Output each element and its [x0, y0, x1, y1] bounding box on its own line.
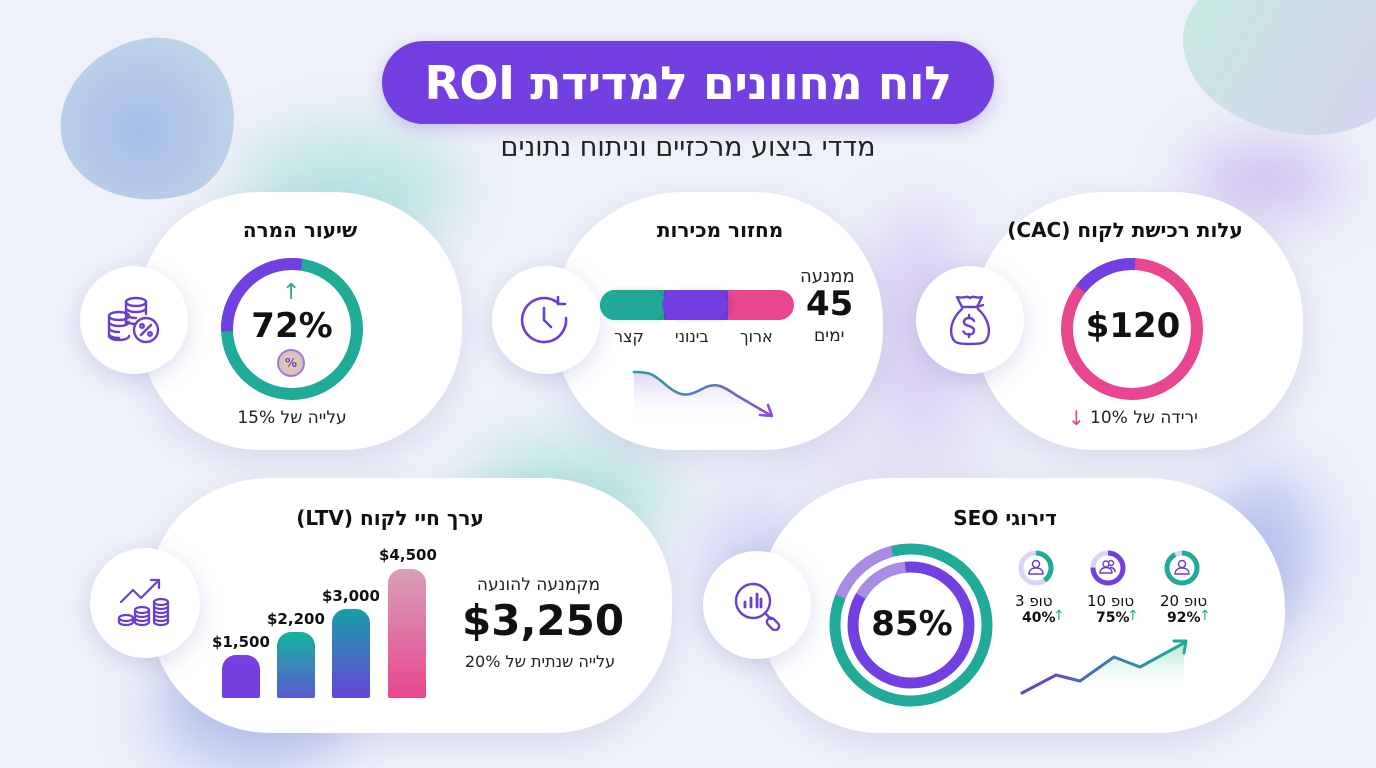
- ltv-bar-1: [222, 655, 260, 698]
- sales-cycle-icon-bubble: [492, 266, 600, 374]
- ltv-bar-2: [277, 632, 315, 698]
- page-subtitle: מדדי ביצוע מרכזיים וניתוח נתונים: [500, 132, 876, 163]
- users-icon: [1099, 559, 1116, 574]
- seo-icon-bubble: [703, 551, 811, 659]
- ltv-bar-3-label: $3,000: [322, 587, 380, 605]
- seo-value: 85%: [871, 604, 953, 644]
- seo-tier-1-ring: [1018, 550, 1054, 586]
- arrow-up-icon: ↑: [1053, 608, 1065, 624]
- segment-label-medium: בינוני: [675, 327, 709, 346]
- seo-tier-1-value: 40%: [1022, 610, 1056, 626]
- ltv-avg-label: מקמנעה להונעה: [476, 575, 600, 595]
- seo-tier-1-label: טופ 3: [1015, 592, 1053, 610]
- sales-cycle-segment-bar: [600, 290, 794, 320]
- search-analytics-icon: [734, 582, 781, 631]
- seo-title: דירוגי SEO: [953, 506, 1057, 530]
- money-bag-icon: [949, 295, 991, 346]
- conversion-title: שיעור המרה: [242, 218, 358, 242]
- arrow-up-icon: [1172, 639, 1188, 655]
- sales-cycle-trend-chart: [632, 370, 774, 425]
- coins-percent-icon: [107, 296, 160, 344]
- ltv-icon-bubble: [90, 548, 200, 658]
- seo-tier-2-value: 75%: [1096, 610, 1130, 626]
- cac-icon-bubble: [916, 266, 1024, 374]
- ltv-change: עלייה שנתית של 20%: [464, 652, 616, 671]
- conversion-value: 72%: [251, 306, 333, 346]
- cac-title: עלות רכישת לקוח (CAC): [1007, 218, 1243, 242]
- cac-donut: [1061, 258, 1203, 400]
- conversion-donut: [221, 258, 363, 400]
- ltv-title: ערך חיי לקוח (LTV): [296, 506, 484, 530]
- ltv-bar-3: [332, 609, 370, 698]
- seo-tier-3-ring: [1164, 550, 1200, 586]
- arrow-up-icon: ↑: [1127, 608, 1139, 624]
- cac-card: [975, 192, 1303, 450]
- seo-tier-3-label: טופ 20: [1160, 592, 1208, 610]
- seo-tier-3-value: 92%: [1167, 610, 1201, 626]
- cac-change: ירידה של 10%: [1090, 408, 1198, 428]
- seo-tier-2-ring: [1090, 550, 1126, 586]
- user-icon: [1028, 559, 1044, 575]
- arrow-up-icon: ↑: [282, 280, 301, 305]
- ltv-bar-1-label: $1,500: [212, 633, 270, 651]
- growth-coins-icon: [117, 578, 170, 627]
- segment-label-short: קצר: [614, 327, 644, 346]
- conversion-icon-bubble: [80, 266, 188, 374]
- arrow-up-icon: ↑: [1199, 608, 1211, 624]
- arrow-down-icon: ↓: [1068, 406, 1085, 430]
- sales-cycle-avg-label: ממנעה: [800, 266, 855, 287]
- page-title-pill: לוח מחוונים למדידת ROI: [382, 41, 994, 124]
- page-title: לוח מחוונים למדידת ROI: [424, 55, 952, 110]
- clock-refresh-icon: [520, 295, 568, 344]
- bg-blob: [42, 20, 253, 222]
- ltv-bar-4-label: $4,500: [379, 546, 437, 564]
- ltv-bar-4: [388, 569, 426, 698]
- seo-tier-2-label: טופ 10: [1087, 592, 1135, 610]
- cac-value: $120: [1085, 306, 1181, 346]
- ltv-value: $3,250: [462, 596, 625, 645]
- arrow-down-icon: [758, 403, 774, 418]
- sales-cycle-value: 45: [806, 284, 854, 324]
- percent-coin-icon: %: [277, 349, 305, 377]
- bg-blob: [1183, 0, 1376, 135]
- sales-cycle-unit: ימים: [814, 326, 845, 346]
- segment-label-long: ארוך: [740, 327, 773, 346]
- seo-trend-chart: [1020, 639, 1188, 695]
- user-search-icon: [1174, 559, 1190, 575]
- seo-donut: [829, 543, 993, 707]
- conversion-card: [140, 192, 462, 450]
- conversion-change: עלייה של 15%: [237, 408, 347, 428]
- ltv-bar-2-label: $2,200: [267, 610, 325, 628]
- sales-cycle-title: מחזור מכירות: [656, 218, 784, 242]
- seo-card: [760, 478, 1285, 733]
